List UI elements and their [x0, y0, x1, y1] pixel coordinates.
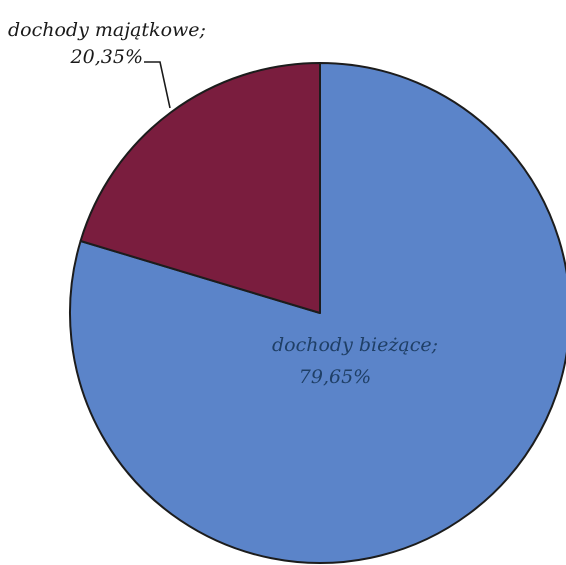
slice-value-majatkowe: 20,35%: [70, 46, 143, 68]
slice-value-biezace: 79,65%: [299, 366, 371, 388]
slice-label-majatkowe: dochody majątkowe;: [8, 19, 206, 41]
leader-line-majatkowe: [144, 61, 171, 109]
pie-slice-majatkowe: [79, 62, 321, 314]
slice-label-biezace: dochody bieżące;: [272, 334, 438, 356]
pie-slices: [69, 62, 566, 564]
